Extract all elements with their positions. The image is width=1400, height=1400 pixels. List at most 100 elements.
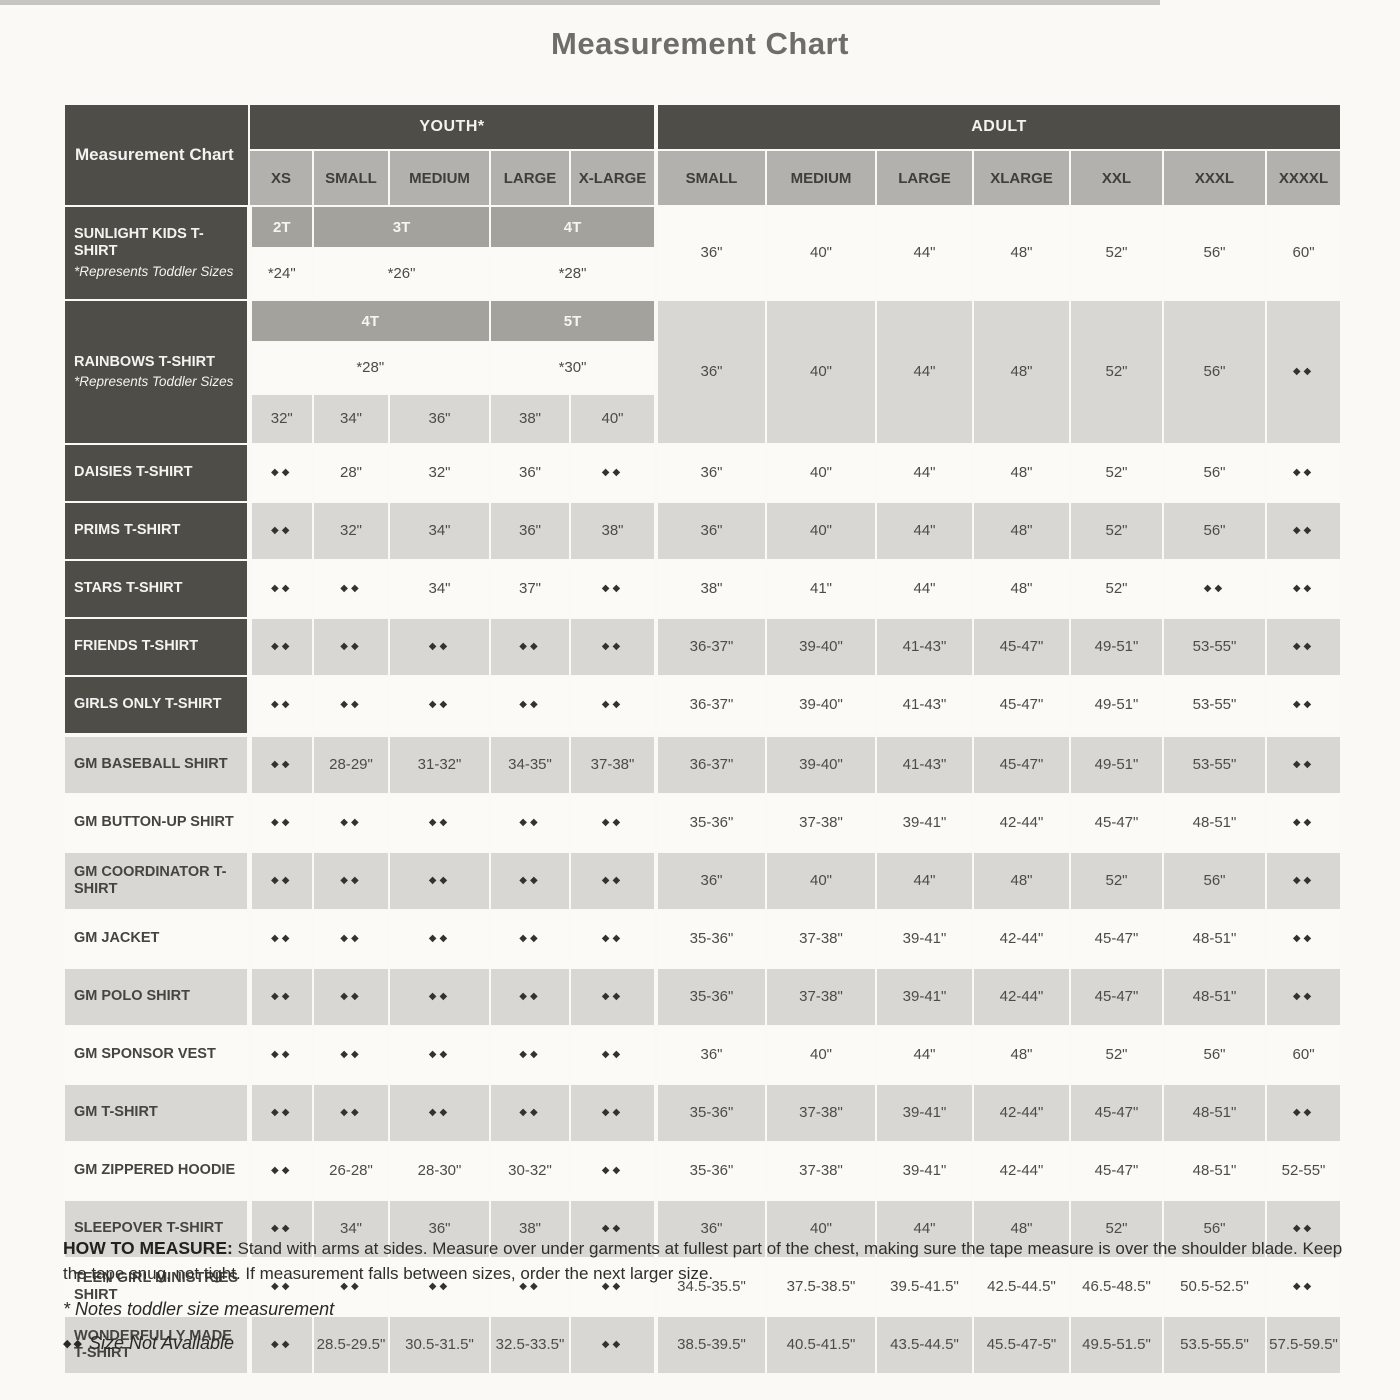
size-value-cell: 53-55" [1162,675,1267,736]
youth-size-header: XS [248,149,314,207]
product-name: FRIENDS T-SHIRT [74,638,199,655]
size-value-cell: 40" [765,205,877,301]
size-value-cell: 49-51" [1069,733,1164,795]
size-value-cell: 52" [1069,1025,1164,1085]
size-value-cell: 52" [1069,1199,1164,1259]
size-value-cell: 36" [654,851,767,911]
product-label: GM POLO SHIRT [63,967,252,1027]
size-value-cell: 34.5-35.5" [654,1257,767,1317]
na-cell: ◆◆ [1264,299,1343,445]
product-label: GIRLS ONLY T-SHIRT [63,675,252,736]
size-value-cell: 35-36" [654,967,767,1027]
na-cell: ◆◆ [248,617,314,677]
size-value-cell: 34" [312,393,390,445]
na-cell: ◆◆ [248,1257,314,1317]
size-value-cell: 52" [1069,851,1164,911]
size-value-cell: 30-32" [489,1141,571,1201]
table-row: *24" *26" *28" [64,247,1341,301]
na-cell: ◆◆ [312,675,390,736]
table-row: WONDERFULLY MADE T-SHIRT ◆◆ 28.5-29.5" 30.5… [63,1315,1343,1375]
size-value-cell: 37-38" [765,1083,877,1143]
na-cell: ◆◆ [248,733,314,795]
size-value-cell: 52-55" [1264,1141,1343,1201]
size-value-cell: 39-41" [875,1141,974,1201]
footer: HOW TO MEASURE: Stand with arms at sides… [63,1236,1353,1354]
size-value-cell: 44" [875,205,974,301]
size-value-cell: 42-44" [972,793,1071,853]
size-value-cell: 39-41" [875,793,974,853]
na-cell: ◆◆ [248,443,314,503]
size-value-cell: 44" [875,559,974,619]
size-value-cell: 60" [1264,1025,1343,1085]
na-cell: ◆◆ [388,1025,491,1085]
size-value-cell: 26-28" [312,1141,390,1201]
na-cell: ◆◆ [248,1141,314,1201]
size-value-cell: 36" [489,501,571,561]
size-value-cell: *30" [489,341,657,395]
size-value-cell: 48" [972,1025,1071,1085]
youth-size-header: X-LARGE [569,149,657,207]
table-row: *28" *30" [64,341,1341,395]
table-row: TEEN GIRL MINISTRIES SHIRT ◆◆ ◆◆ ◆◆ ◆◆ ◆◆ 34.5… [63,1257,1343,1317]
size-value-cell: 52" [1069,559,1164,619]
corner-header: Measurement Chart [63,103,250,207]
na-cell: ◆◆ [569,851,657,911]
adult-size-header: XXXXL [1264,149,1343,207]
size-value-cell: 38" [569,501,657,561]
table-row: GM T-SHIRT ◆◆ ◆◆ ◆◆ ◆◆ ◆◆ 35-36" 37-38" 39-41" 42… [63,1083,1343,1143]
size-value-cell: 56" [1162,443,1267,503]
table-row: GM JACKET ◆◆ ◆◆ ◆◆ ◆◆ ◆◆ 35-36" 37-38" 39-41" 42-… [63,909,1343,969]
table-row: FRIENDS T-SHIRT ◆◆ ◆◆ ◆◆ ◆◆ ◆◆ 36-37" 39-40" 41-… [63,617,1343,677]
size-value-cell: 44" [875,1025,974,1085]
na-cell: ◆◆ [569,1257,657,1317]
youth-size-header: LARGE [489,149,571,207]
na-cell: ◆◆ [1264,501,1343,561]
youth-group-header: YOUTH* [248,103,657,151]
scan-artifact-top [0,0,1160,5]
table-row: GM BASEBALL SHIRT ◆◆ 28-29" 31-32" 34-35" 37-… [63,733,1343,795]
na-cell: ◆◆ [248,909,314,969]
table-row: GM BUTTON-UP SHIRT ◆◆ ◆◆ ◆◆ ◆◆ ◆◆ 35-36" 37-38"… [63,793,1343,853]
size-value-cell: 52" [1069,205,1164,301]
size-value-cell: 42-44" [972,967,1071,1027]
na-note-text: Size Not Available [88,1333,235,1354]
size-value-cell: *28" [248,341,491,395]
size-value-cell: 36-37" [654,733,767,795]
size-value-cell: 40" [765,443,877,503]
na-cell: ◆◆ [569,559,657,619]
how-to-measure: HOW TO MEASURE: Stand with arms at sides… [63,1236,1353,1286]
product-name: PRIMS T-SHIRT [74,522,181,539]
size-value-cell: 32" [248,393,314,445]
size-value-cell: 42-44" [972,1083,1071,1143]
na-cell: ◆◆ [388,909,491,969]
size-value-cell: 36-37" [654,675,767,736]
product-name: GM T-SHIRT [74,1104,158,1121]
size-value-cell: 45.5-47-5" [972,1315,1071,1375]
product-name: DAISIES T-SHIRT [74,464,193,481]
na-cell: ◆◆ [248,1025,314,1085]
table-row: SUNLIGHT KIDS T-SHIRT *Represents Toddler… [63,205,1343,301]
product-label: GM T-SHIRT [63,1083,252,1143]
size-value-cell: 49.5-51.5" [1069,1315,1164,1375]
na-cell: ◆◆ [248,1315,314,1375]
size-value-cell: 36" [654,1025,767,1085]
size-value-cell: 35-36" [654,1141,767,1201]
size-value-cell: 48" [972,1199,1071,1259]
na-cell: ◆◆ [248,559,314,619]
product-label: GM SPONSOR VEST [63,1025,252,1085]
size-value-cell: 45-47" [1069,1083,1164,1143]
na-cell: ◆◆ [569,1025,657,1085]
size-value-cell: 37-38" [765,909,877,969]
size-value-cell: 28-30" [388,1141,491,1201]
size-value-cell: 48-51" [1162,1141,1267,1201]
adult-size-header: XLARGE [972,149,1071,207]
size-value-cell: 39-40" [765,733,877,795]
size-value-cell: 38" [654,559,767,619]
size-value-cell: 56" [1162,205,1267,301]
product-label: RAINBOWS T-SHIRT *Represents Toddler Size… [63,299,252,445]
size-value-cell: 34" [312,1199,390,1259]
group-header-row: Measurement Chart YOUTH* ADULT [63,103,1343,207]
na-cell: ◆◆ [312,617,390,677]
na-cell: ◆◆ [1264,675,1343,736]
